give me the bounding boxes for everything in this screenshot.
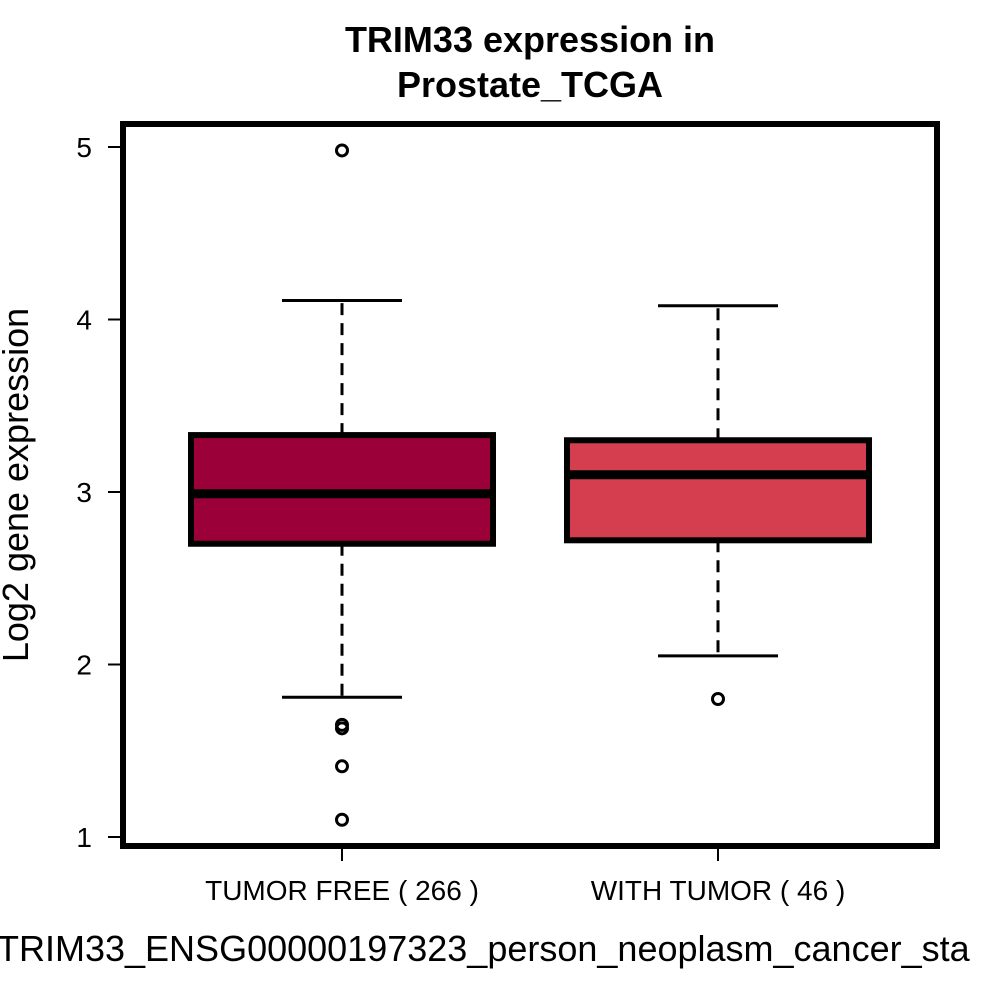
box-group-1 — [188, 143, 496, 827]
outlier-point — [711, 692, 725, 706]
iqr-box — [564, 437, 872, 544]
x-axis: TUMOR FREE ( 266 ) WITH TUMOR ( 46 ) — [205, 846, 845, 906]
outlier-point — [335, 812, 349, 827]
plot-area — [188, 143, 872, 827]
outlier-point — [335, 759, 349, 774]
outlier-point — [335, 721, 349, 736]
y-axis-title: Log2 gene expression — [0, 308, 36, 662]
y-axis: 1 2 3 4 5 — [76, 132, 123, 853]
y-tick-label: 3 — [76, 477, 92, 508]
y-tick-label: 2 — [76, 650, 92, 681]
plot-frame — [120, 121, 940, 849]
y-tick-label: 4 — [76, 305, 92, 336]
chart-title-line-2: Prostate_TCGA — [397, 64, 663, 105]
y-tick-label: 5 — [76, 132, 92, 163]
box-group-2 — [564, 304, 872, 706]
chart-title-line-1: TRIM33 expression in — [345, 19, 715, 60]
outlier-point — [335, 143, 349, 158]
x-axis-title: TRIM33_ENSG00000197323_person_neoplasm_c… — [0, 928, 971, 969]
x-tick-label: TUMOR FREE ( 266 ) — [205, 875, 479, 906]
x-tick-label: WITH TUMOR ( 46 ) — [591, 875, 846, 906]
y-tick-label: 1 — [76, 822, 92, 853]
